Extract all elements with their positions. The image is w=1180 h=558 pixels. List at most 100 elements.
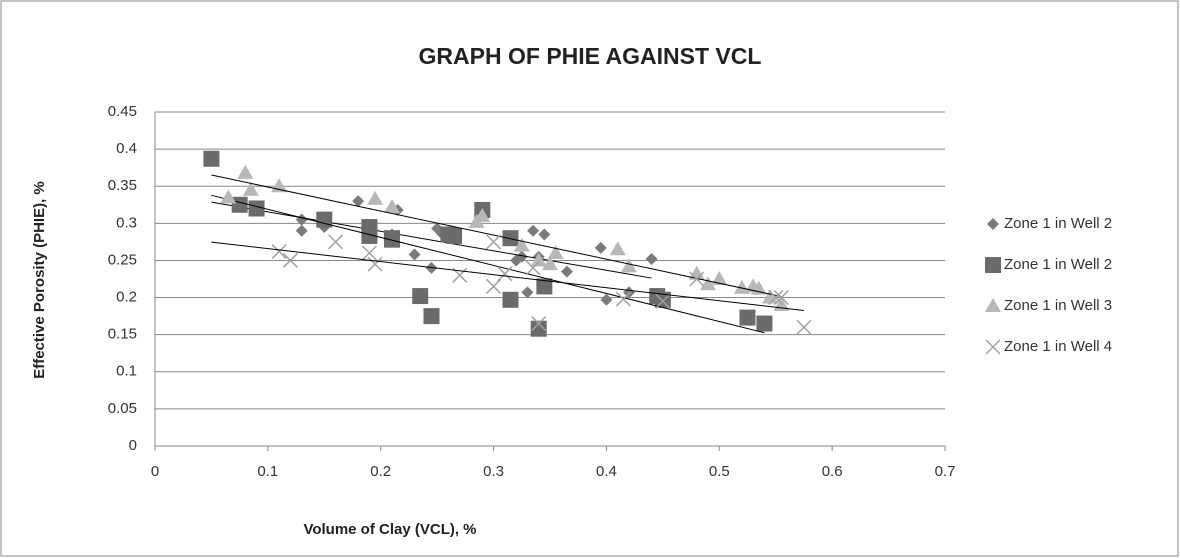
y-axis-label: Effective Porosity (PHIE), % [31, 181, 48, 379]
point [615, 291, 631, 307]
trendline [211, 174, 782, 297]
point [316, 211, 333, 228]
cross-stroke [531, 316, 547, 332]
point [521, 286, 534, 299]
point [412, 288, 429, 305]
cross-stroke [361, 245, 377, 261]
point [531, 316, 547, 332]
cross-stroke [525, 260, 541, 276]
point [756, 315, 773, 332]
point [600, 293, 613, 306]
cross-stroke [282, 252, 298, 268]
point [515, 250, 528, 263]
cross-stroke [615, 291, 631, 307]
cross-stroke [773, 290, 789, 306]
point [609, 241, 626, 256]
point [594, 241, 607, 254]
point [423, 308, 440, 325]
point [538, 228, 551, 241]
legend-label: Zone 1 in Well 2 [1004, 215, 1112, 232]
point [547, 245, 564, 260]
point [525, 260, 541, 276]
point [474, 207, 491, 222]
point [282, 252, 298, 268]
point [367, 190, 384, 205]
point [527, 224, 540, 237]
point [328, 234, 344, 250]
point [242, 181, 259, 196]
point [536, 278, 553, 295]
point [700, 276, 716, 291]
y-tick-label: 0.45 [108, 103, 137, 120]
cross-stroke [768, 290, 784, 306]
point [367, 256, 383, 272]
point [621, 258, 637, 273]
cross-stroke [497, 266, 513, 282]
point [773, 290, 789, 306]
trendline [211, 194, 765, 334]
point [688, 265, 705, 280]
x-tick-label: 0.4 [596, 463, 617, 480]
point [739, 309, 756, 326]
point [231, 196, 248, 213]
point [220, 189, 237, 204]
cross-stroke [985, 339, 1001, 355]
point [530, 320, 547, 337]
legend-label: Zone 1 in Well 4 [1004, 338, 1112, 355]
point [987, 218, 999, 230]
point [502, 291, 519, 308]
point [689, 271, 705, 287]
y-tick-label: 0.35 [108, 177, 137, 194]
cross-stroke [796, 319, 812, 335]
x-tick-label: 0 [151, 463, 159, 480]
point [486, 278, 502, 294]
x-tick-label: 0.3 [483, 463, 504, 480]
trendline [211, 201, 652, 279]
y-tick-label: 0.4 [116, 140, 137, 157]
point [985, 257, 1001, 273]
cross-stroke [486, 278, 502, 294]
y-tick-label: 0.15 [108, 326, 137, 343]
point [655, 293, 671, 309]
cross-stroke [486, 234, 502, 250]
point [237, 164, 254, 179]
x-tick-label: 0.1 [257, 463, 278, 480]
y-tick-label: 0.3 [116, 214, 137, 231]
point [654, 291, 671, 308]
point [384, 199, 400, 214]
point [711, 271, 728, 285]
y-tick-label: 0.25 [108, 251, 137, 268]
point [985, 339, 1001, 355]
trendline [211, 241, 804, 311]
cross-stroke [655, 293, 671, 309]
cross-stroke [271, 244, 287, 260]
point [733, 279, 750, 294]
point [513, 237, 530, 252]
chart-title: GRAPH OF PHIE AGAINST VCL [419, 43, 762, 69]
point [768, 290, 784, 306]
legend-label: Zone 1 in Well 2 [1004, 256, 1112, 273]
point [361, 227, 378, 244]
point [486, 234, 502, 250]
x-tick-label: 0.6 [822, 463, 843, 480]
legend-label: Zone 1 in Well 3 [1004, 297, 1112, 314]
x-axis-label: Volume of Clay (VCL), % [303, 521, 476, 538]
y-tick-label: 0 [129, 437, 137, 454]
point [530, 252, 547, 267]
point [645, 252, 658, 265]
point [271, 244, 287, 260]
point [502, 230, 519, 247]
point [542, 256, 558, 271]
point [497, 266, 513, 282]
point [361, 245, 377, 261]
point [408, 248, 421, 261]
y-tick-label: 0.2 [116, 289, 137, 306]
x-tick-label: 0.2 [370, 463, 391, 480]
y-tick-label: 0.05 [108, 400, 137, 417]
cross-stroke [328, 234, 344, 250]
y-tick-label: 0.1 [116, 363, 137, 380]
point [248, 200, 265, 217]
point [560, 265, 573, 278]
point [985, 298, 1001, 312]
